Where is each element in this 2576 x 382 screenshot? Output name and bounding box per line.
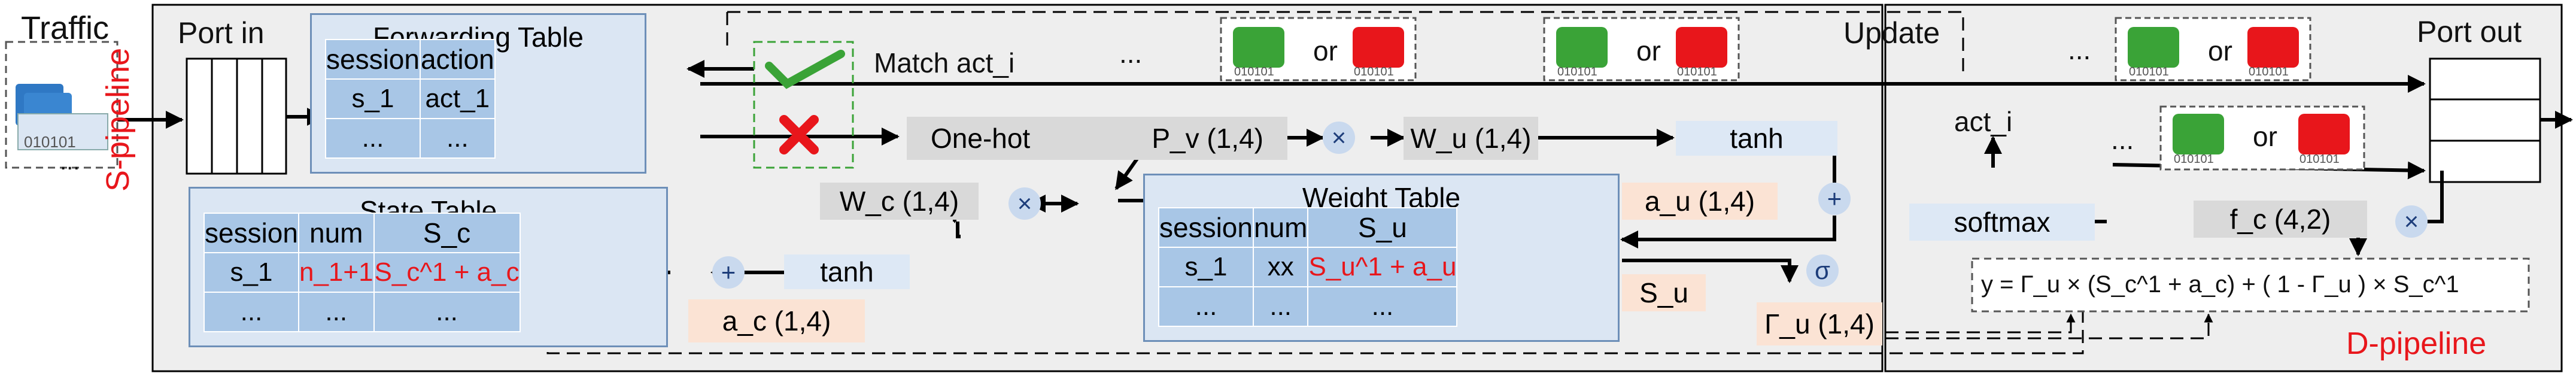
formula-text: y = Γ_u × (S_c^1 + a_c) + ( 1 - Γ_u ) × … <box>1981 271 2459 298</box>
packet-pair-4 <box>2159 105 2365 171</box>
weight-table: Weight Table session num S_u s_1 xx S_u^1 + … <box>1143 174 1620 342</box>
cross-icon <box>779 115 819 154</box>
au-box: a_u (1,4) <box>1622 183 1778 220</box>
onehot-label: One-hot <box>931 123 1031 154</box>
add-node-top: + <box>1818 183 1851 215</box>
port-out-box <box>2429 57 2541 183</box>
green-packet-icon <box>2173 114 2224 154</box>
or-label-3: or <box>2208 35 2232 66</box>
multiply-node-2: × <box>1008 187 1041 220</box>
table-cell: ... <box>325 118 421 159</box>
header-cell: session <box>325 39 421 80</box>
header-cell: S_c <box>373 213 521 253</box>
header-cell: num <box>297 213 375 253</box>
or-label-4: or <box>2253 121 2277 152</box>
weight-grid: session num S_u s_1 xx S_u^1 + a_u ......... <box>1158 207 1458 327</box>
packet-bits-1b: 010101 <box>1354 65 1394 78</box>
multiply-node: × <box>1323 122 1355 154</box>
traffic-label: Traffic <box>21 10 110 46</box>
dots-top-3: ... <box>2068 34 2091 65</box>
table-cell: ... <box>297 292 375 332</box>
packet-pair-2 <box>1543 17 1740 81</box>
gamma-dashed-path <box>1885 313 2076 334</box>
header-cell: num <box>1252 207 1309 248</box>
table-cell: s_1 <box>1158 247 1254 287</box>
forwarding-grid: session action s_1 act_1 ...... <box>325 39 496 159</box>
ac-box: a_c (1,4) <box>688 299 865 342</box>
table-cell: S_c^1 + a_c <box>373 252 521 293</box>
packet-bits-1a: 010101 <box>1234 65 1274 78</box>
table-cell: ... <box>1158 286 1254 327</box>
header-cell: session <box>1158 207 1254 248</box>
wu-box: W_u (1,4) <box>1404 117 1538 160</box>
fc-box: f_c (4,2) <box>2194 201 2367 238</box>
formula-box <box>1971 257 2530 313</box>
table-cell: ... <box>419 118 496 159</box>
green-packet-icon <box>2128 27 2179 68</box>
red-packet-icon <box>1353 27 1404 68</box>
port-in-label: Port in <box>178 16 265 50</box>
or-label-2: or <box>1636 35 1661 66</box>
header-cell: action <box>419 39 496 80</box>
packet-pair-3 <box>2115 17 2311 81</box>
dots-top-1: ... <box>1119 38 1143 69</box>
red-packet-icon <box>1676 27 1727 68</box>
table-cell: ... <box>1307 286 1458 327</box>
d-pipeline-label: D-pipeline <box>2346 326 2487 361</box>
traffic-dots: ... <box>60 148 80 175</box>
or-label-1: or <box>1313 35 1338 66</box>
state-grid: session num S_c s_1 n_1+1 S_c^1 + a_c ......… <box>203 213 521 332</box>
match-box <box>753 41 854 169</box>
onehot-box: One-hot P_v (1,4) <box>907 117 1287 160</box>
add-node-bottom: + <box>712 256 745 289</box>
su-box: S_u <box>1622 274 1706 311</box>
act-i-label: act_i <box>1954 106 2013 137</box>
packet-stack-icon <box>16 84 108 150</box>
header-cell: S_u <box>1307 207 1458 248</box>
packet-bits-2a: 010101 <box>1557 65 1597 78</box>
packet-bits-3a: 010101 <box>2129 65 2169 78</box>
pv-label: P_v (1,4) <box>1152 123 1263 154</box>
s-pipeline-label: S-pipeline <box>100 47 136 192</box>
packet-bits-4a: 010101 <box>2174 153 2214 166</box>
wc-box: W_c (1,4) <box>820 183 979 220</box>
table-cell: s_1 <box>203 252 299 293</box>
red-packet-icon <box>2298 114 2350 154</box>
state-table: State Table session num S_c s_1 n_1+1 S_c^1 … <box>189 187 668 347</box>
table-cell: xx <box>1252 247 1309 287</box>
update-dashed-region <box>727 11 1964 78</box>
red-packet-icon <box>2247 27 2299 68</box>
gamma-box: Γ_u (1,4) <box>1757 302 1882 345</box>
packet-pair-1 <box>1220 17 1417 81</box>
softmax-box: softmax <box>1909 204 2095 241</box>
packet-bits-4b: 010101 <box>2299 153 2340 166</box>
table-cell: ... <box>373 292 521 332</box>
packet-bits-2b: 010101 <box>1677 65 1717 78</box>
multiply-node-3: × <box>2395 205 2428 238</box>
dots-mid: ... <box>2111 124 2134 155</box>
update-label: Update <box>1843 16 1940 50</box>
match-act-label: Match act_i <box>874 47 1015 78</box>
table-cell: act_1 <box>419 78 496 119</box>
traffic-bits: 010101 <box>24 133 76 151</box>
check-icon <box>765 50 845 89</box>
sigma-node: σ <box>1806 254 1839 287</box>
port-out-label: Port out <box>2417 15 2522 48</box>
table-cell: S_u^1 + a_u <box>1307 247 1458 287</box>
table-cell: n_1+1 <box>297 252 375 293</box>
header-cell: session <box>203 213 299 253</box>
gamma-dashed-path-2 <box>1885 313 2213 339</box>
table-cell: ... <box>1252 286 1309 327</box>
table-cell: ... <box>203 292 299 332</box>
table-cell: s_1 <box>325 78 421 119</box>
tanh-top-box: tanh <box>1676 121 1837 156</box>
green-packet-icon <box>1556 27 1608 68</box>
packet-bits-3b: 010101 <box>2249 65 2289 78</box>
tanh-bottom-box: tanh <box>784 254 910 289</box>
forwarding-table: Forwarding Table session action s_1 act_1 … <box>310 13 646 174</box>
green-packet-icon <box>1233 27 1284 68</box>
